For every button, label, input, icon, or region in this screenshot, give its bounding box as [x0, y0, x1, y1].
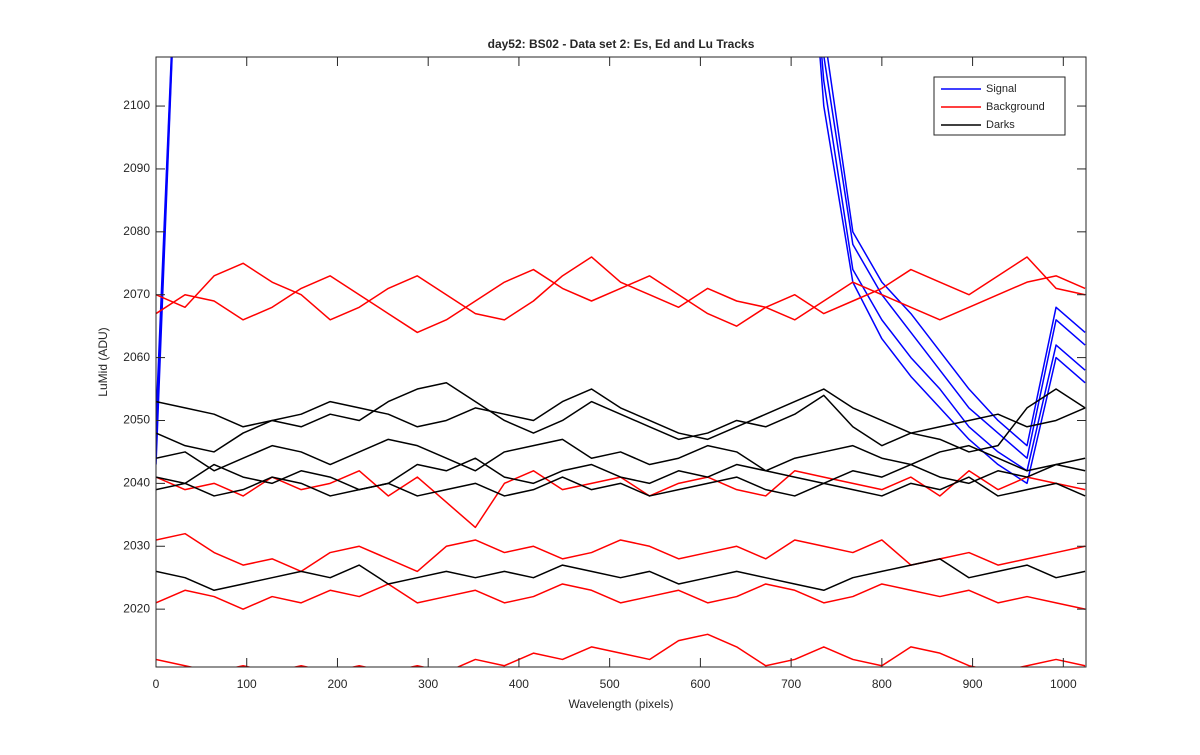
series-line — [156, 457, 1086, 491]
x-tick-label: 300 — [418, 677, 438, 691]
series-line — [156, 256, 1086, 321]
series-line — [156, 633, 1086, 667]
y-tick-label: 2030 — [123, 538, 150, 552]
series-line — [156, 438, 1086, 472]
y-tick-label: 2080 — [123, 224, 150, 238]
y-tick-label: 2050 — [123, 413, 150, 427]
x-tick-label: 500 — [600, 677, 620, 691]
x-tick-label: 800 — [872, 677, 892, 691]
y-tick-label: 2020 — [123, 601, 150, 615]
x-tick-label: 100 — [237, 677, 257, 691]
y-tick-label: 2090 — [123, 161, 150, 175]
x-tick-label: 900 — [963, 677, 983, 691]
series-line — [156, 558, 1086, 592]
x-tick-label: 1000 — [1050, 677, 1077, 691]
y-tick-label: 2070 — [123, 287, 150, 301]
series-line — [156, 57, 1086, 472]
x-tick-label: 700 — [781, 677, 801, 691]
x-tick-label: 200 — [327, 677, 347, 691]
axes-box — [155, 56, 1087, 668]
legend-label: Background — [986, 101, 1045, 113]
series-line — [156, 382, 1086, 453]
series-line — [156, 476, 1086, 497]
chart-title: day52: BS02 - Data set 2: Es, Ed and Lu … — [488, 37, 755, 51]
y-tick-label: 2100 — [123, 98, 150, 112]
y-tick-label: 2060 — [123, 350, 150, 364]
series-line — [156, 57, 1086, 485]
y-axis-label: LuMid (ADU) — [96, 327, 110, 396]
x-axis-label: Wavelength (pixels) — [569, 697, 674, 711]
lines — [156, 57, 1086, 667]
x-tick-label: 400 — [509, 677, 529, 691]
series-line — [156, 57, 1086, 459]
series-line — [156, 583, 1086, 610]
x-tick-label: 600 — [690, 677, 710, 691]
plot-area — [156, 57, 1086, 667]
series-line — [156, 388, 1086, 441]
series-line — [156, 268, 1086, 334]
y-tick-label: 2040 — [123, 476, 150, 490]
x-tick-label: 0 — [153, 677, 160, 691]
series-line — [156, 57, 1086, 465]
legend-label: Signal — [986, 83, 1017, 95]
legend-label: Darks — [986, 119, 1015, 131]
